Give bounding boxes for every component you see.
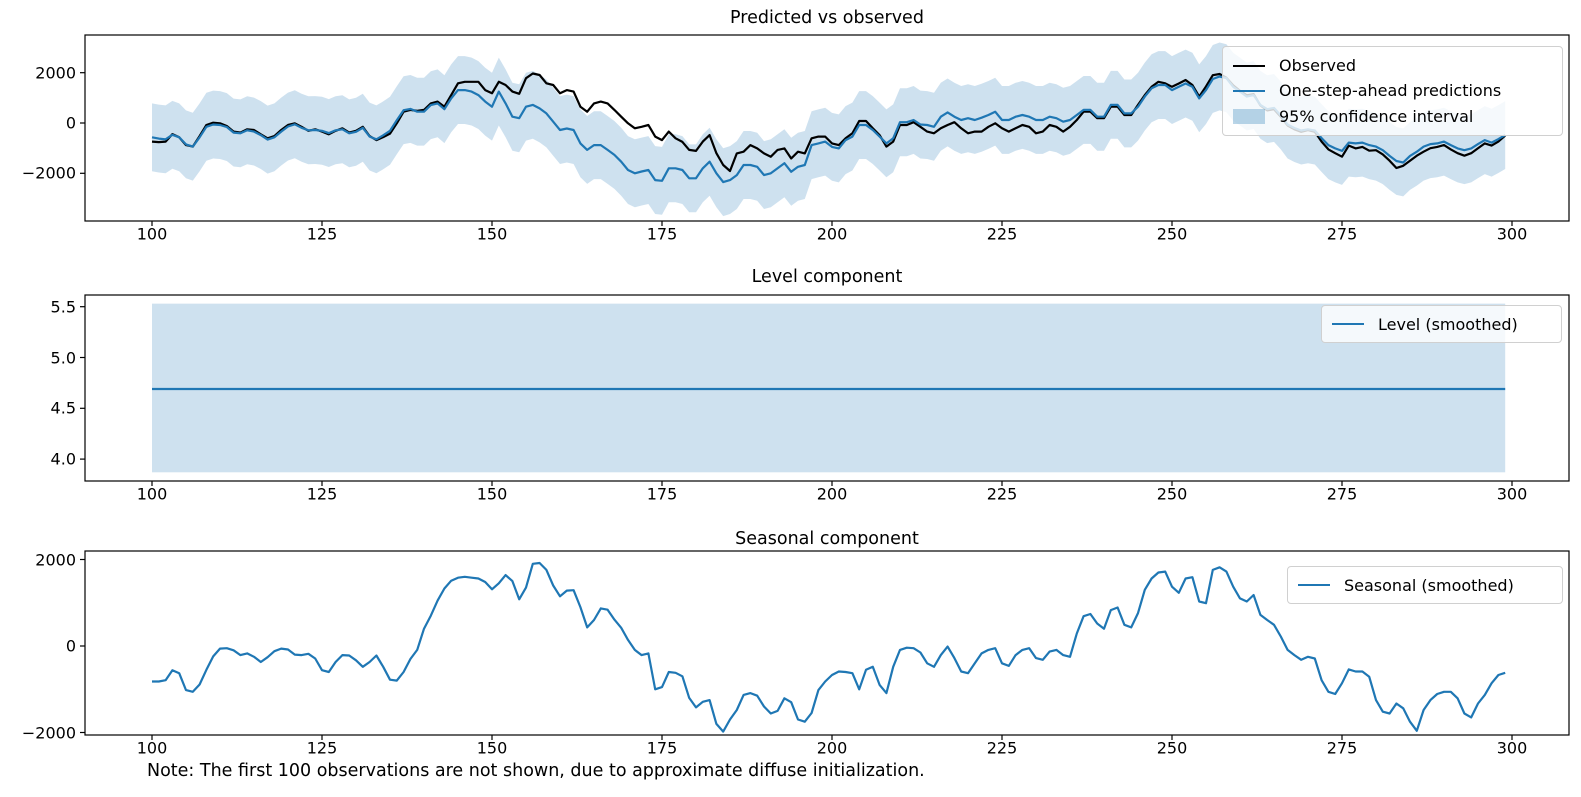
y-tick-label: −2000 (21, 723, 76, 742)
seasonal-line (152, 561, 1506, 733)
y-tick-label: 0 (65, 113, 76, 133)
x-tick-label: 150 (476, 484, 508, 504)
plot1-frame (84, 34, 1570, 222)
x-tick-label: 175 (646, 738, 678, 758)
plot1-tick-marks (80, 72, 1513, 226)
predictions-line-swatch (1233, 89, 1265, 92)
x-tick-label: 250 (1156, 484, 1188, 504)
plot2-legend: Level (smoothed) (1321, 305, 1562, 343)
x-tick-label: 250 (1156, 738, 1188, 758)
plot2-tick-marks (80, 306, 1513, 486)
x-tick-label: 100 (136, 224, 168, 244)
plot1-title: Predicted vs observed (730, 8, 924, 28)
y-tick-label: −2000 (21, 163, 76, 183)
x-tick-label: 125 (306, 224, 338, 244)
figure-note: Note: The first 100 observations are not… (147, 761, 925, 781)
x-tick-label: 225 (986, 484, 1018, 504)
legend-label: 95% confidence interval (1279, 106, 1474, 126)
plot3-title: Seasonal component (735, 529, 919, 549)
x-tick-label: 275 (1326, 738, 1358, 758)
x-tick-label: 125 (306, 484, 338, 504)
plot3-legend: Seasonal (smoothed) (1287, 566, 1563, 604)
legend-entry-predictions: One-step-ahead predictions (1233, 81, 1552, 100)
legend-label: Seasonal (smoothed) (1344, 575, 1514, 595)
legend-label: Observed (1279, 56, 1356, 76)
plot2-title: Level component (751, 267, 903, 287)
plot3-tick-marks (80, 558, 1513, 740)
plot2-frame (84, 294, 1570, 482)
x-tick-label: 125 (306, 738, 338, 758)
x-tick-label: 250 (1156, 224, 1188, 244)
x-tick-label: 200 (816, 224, 848, 244)
x-tick-label: 200 (816, 738, 848, 758)
confidence-band-swatch (1233, 108, 1265, 124)
x-tick-label: 200 (816, 484, 848, 504)
plot3-frame (84, 550, 1570, 736)
x-tick-label: 225 (986, 738, 1018, 758)
x-tick-label: 100 (136, 484, 168, 504)
legend-label: One-step-ahead predictions (1279, 81, 1502, 101)
seasonal-line-swatch (1298, 584, 1330, 586)
x-tick-label: 175 (646, 224, 678, 244)
x-tick-label: 225 (986, 224, 1018, 244)
observed-line-swatch (1233, 64, 1265, 67)
legend-entry-confidence: 95% confidence interval (1233, 107, 1552, 126)
y-tick-label: 5.0 (50, 348, 76, 367)
legend-entry-observed: Observed (1233, 56, 1552, 75)
x-tick-label: 100 (136, 738, 168, 758)
level-line-swatch (1332, 323, 1364, 325)
y-tick-label: 4.5 (50, 398, 76, 418)
y-tick-label: 5.5 (50, 297, 76, 317)
x-tick-label: 300 (1496, 484, 1528, 504)
y-tick-label: 2000 (35, 550, 76, 569)
x-tick-label: 275 (1326, 484, 1358, 504)
x-tick-label: 300 (1496, 224, 1528, 244)
y-tick-label: 4.0 (50, 449, 76, 469)
y-tick-label: 0 (65, 636, 76, 656)
x-tick-label: 300 (1496, 738, 1528, 758)
x-tick-label: 175 (646, 484, 678, 504)
legend-label: Level (smoothed) (1378, 314, 1518, 334)
legend-entry-seasonal: Seasonal (smoothed) (1298, 576, 1552, 595)
x-tick-label: 150 (476, 738, 508, 758)
legend-entry-level: Level (smoothed) (1332, 315, 1551, 334)
y-tick-label: 2000 (35, 63, 76, 83)
plot1-legend: Observed One-step-ahead predictions 95% … (1222, 46, 1563, 136)
x-tick-label: 150 (476, 224, 508, 244)
x-tick-label: 275 (1326, 224, 1358, 244)
